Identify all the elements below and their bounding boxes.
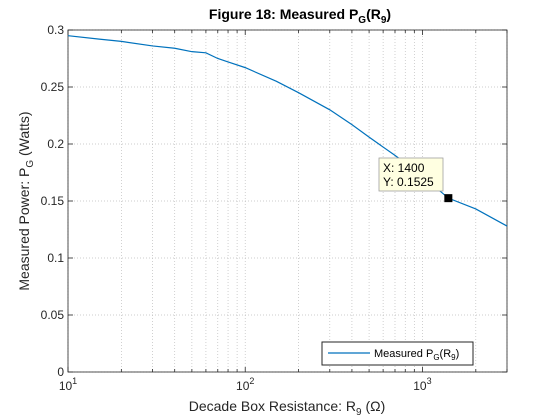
legend[interactable]: Measured PG(R9) <box>321 341 474 366</box>
y-tick-label: 0 <box>57 365 64 379</box>
y-tick-label: 0.05 <box>41 308 65 322</box>
x-tick-label: 103 <box>413 376 431 393</box>
y-tick-label: 0.1 <box>47 251 64 265</box>
x-axis-label: Decade Box Resistance: R9 (Ω) <box>189 398 386 418</box>
datatip-x-label: X: 1400 <box>383 161 425 175</box>
x-tick-label: 101 <box>59 376 77 393</box>
y-tick-labels: 0 0.05 0.1 0.15 0.2 0.25 0.3 <box>41 23 65 379</box>
legend-box <box>321 341 474 366</box>
x-tick-label: 102 <box>236 376 254 393</box>
y-tick-label: 0.15 <box>41 194 65 208</box>
datatip-box <box>378 157 444 192</box>
datatip-y-label: Y: 0.1525 <box>383 175 434 189</box>
legend-entry: Measured PG(R9) <box>374 348 459 362</box>
y-tick-label: 0.2 <box>47 137 64 151</box>
y-tick-label: 0.25 <box>41 80 65 94</box>
chart-title: Figure 18: Measured PG(R9) <box>209 6 391 26</box>
axes <box>67 29 508 373</box>
y-axis-label: Measured Power: PG (Watts) <box>16 111 36 290</box>
y-tick-label: 0.3 <box>47 23 64 37</box>
datatip-marker[interactable] <box>444 194 453 203</box>
x-tick-labels: 101 102 103 <box>59 376 432 393</box>
